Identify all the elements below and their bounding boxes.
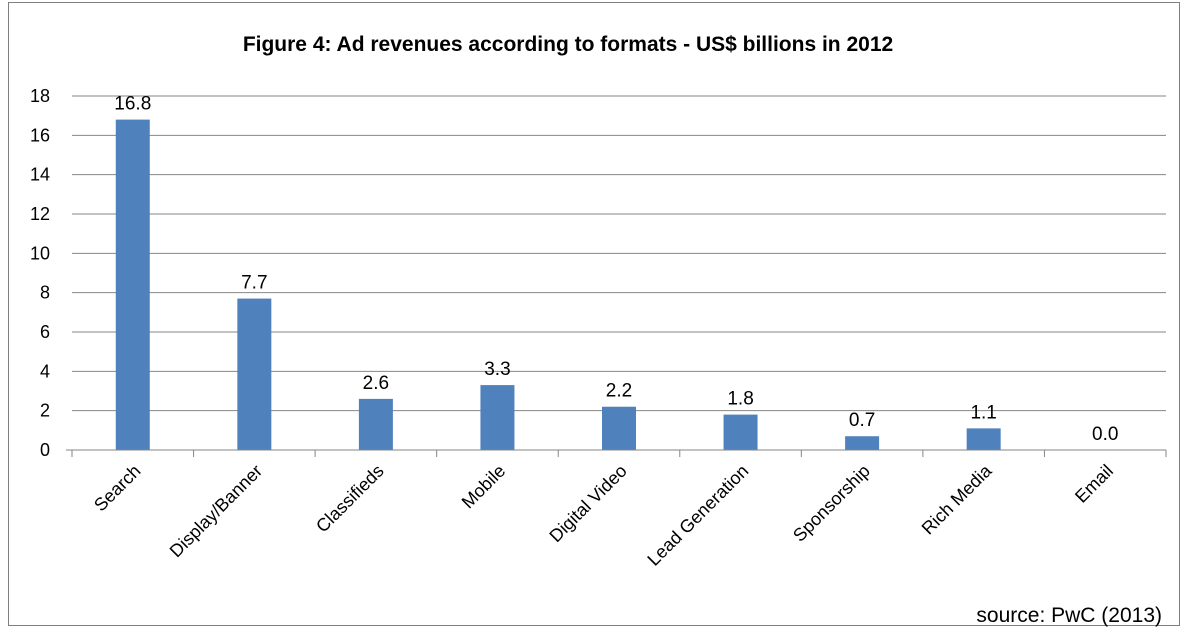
x-tick-label: Email bbox=[1071, 461, 1117, 507]
data-label: 0.7 bbox=[849, 410, 875, 431]
data-label: 2.2 bbox=[606, 381, 632, 402]
x-tick-label: Rich Media bbox=[918, 460, 997, 539]
y-tick-label: 14 bbox=[30, 165, 50, 185]
source-note: source: PwC (2013) bbox=[976, 604, 1162, 627]
y-tick-label: 8 bbox=[40, 283, 50, 303]
y-tick-label: 12 bbox=[30, 204, 50, 224]
bar bbox=[845, 436, 879, 450]
y-tick-label: 0 bbox=[40, 440, 50, 460]
y-tick-label: 6 bbox=[40, 322, 50, 342]
bar bbox=[480, 385, 514, 450]
data-label: 7.7 bbox=[241, 273, 267, 294]
x-tick-label: Classifieds bbox=[312, 461, 388, 537]
bar bbox=[967, 428, 1001, 450]
bar bbox=[359, 399, 393, 450]
bar bbox=[116, 120, 150, 450]
y-tick-label: 10 bbox=[30, 243, 50, 263]
data-label: 2.6 bbox=[363, 373, 389, 394]
x-tick-label: Digital Video bbox=[545, 461, 630, 546]
data-label: 3.3 bbox=[484, 359, 510, 380]
x-axis bbox=[66, 450, 1166, 457]
x-tick-label: Lead Generation bbox=[643, 461, 752, 570]
y-tick-label: 16 bbox=[30, 125, 50, 145]
data-label: 1.8 bbox=[727, 389, 753, 410]
data-label: 16.8 bbox=[114, 94, 151, 115]
data-label: 1.1 bbox=[970, 402, 996, 423]
x-tick-label: Display/Banner bbox=[166, 461, 266, 561]
data-label: 0.0 bbox=[1092, 424, 1118, 445]
bar bbox=[724, 415, 758, 450]
x-tick-label: Search bbox=[90, 461, 144, 515]
y-tick-label: 18 bbox=[30, 86, 50, 106]
x-tick-label: Mobile bbox=[458, 461, 510, 513]
bar bbox=[602, 407, 636, 450]
y-tick-label: 2 bbox=[40, 401, 50, 421]
bar bbox=[237, 299, 271, 450]
gridlines bbox=[72, 96, 1166, 411]
x-tick-label: Sponsorship bbox=[789, 461, 874, 546]
y-axis-tick-labels: 0 2 4 6 8 10 12 14 16 18 bbox=[30, 86, 50, 460]
chart-title: Figure 4: Ad revenues according to forma… bbox=[243, 33, 893, 56]
x-axis-category-labels: Search Display/Banner Classifieds Mobile Dig… bbox=[90, 460, 1117, 570]
y-tick-label: 4 bbox=[40, 361, 50, 381]
